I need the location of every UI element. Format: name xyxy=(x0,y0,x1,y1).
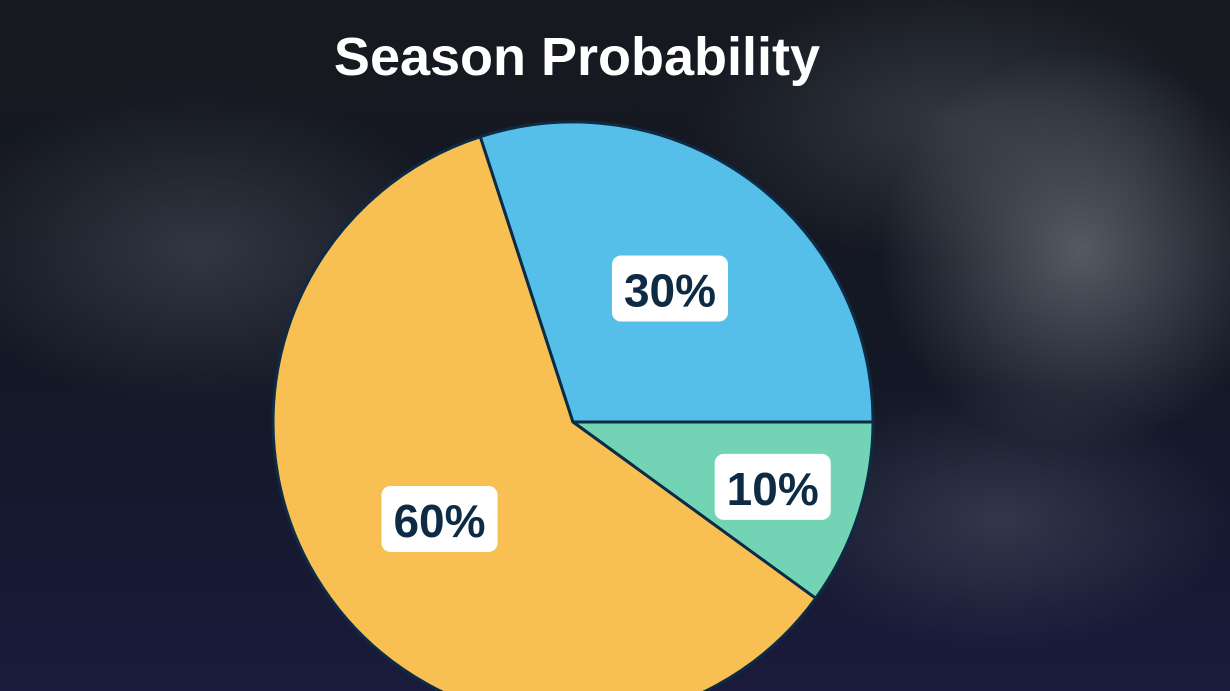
pie-slice xyxy=(271,135,818,691)
chart-title: Season Probability xyxy=(334,27,820,87)
cloud xyxy=(770,390,1230,650)
value-label-box xyxy=(611,255,729,322)
value-label: 30% xyxy=(624,265,716,317)
value-label: 60% xyxy=(393,495,485,547)
value-label-box xyxy=(714,453,831,520)
value-label: 10% xyxy=(727,463,819,515)
pie: 10% 60% 30% xyxy=(271,120,875,691)
value-label-box xyxy=(381,485,498,552)
cloud xyxy=(690,0,1210,260)
